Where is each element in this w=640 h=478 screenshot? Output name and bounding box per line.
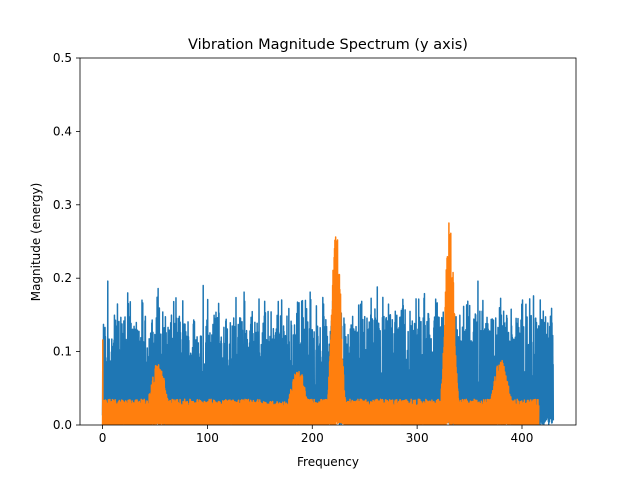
x-tick-label: 100 — [196, 431, 219, 445]
y-tick-label: 0.1 — [53, 345, 72, 359]
axes-spines — [79, 57, 577, 426]
axes-frame — [79, 57, 577, 426]
y-tick-label: 0.2 — [53, 271, 72, 285]
y-tick-label: 0.3 — [53, 198, 72, 212]
chart-title: Vibration Magnitude Spectrum (y axis) — [188, 37, 468, 53]
y-tick-label: 0.5 — [53, 51, 72, 65]
x-axis-ticks: 0 100 200 300 400 — [99, 425, 534, 445]
x-tick-label: 400 — [511, 431, 534, 445]
y-tick-label: 0.0 — [53, 418, 72, 432]
x-tick-label: 0 — [99, 431, 107, 445]
y-axis-ticks: 0.0 0.1 0.2 0.3 0.4 0.5 — [53, 51, 80, 432]
plot-series — [101, 222, 555, 425]
x-tick-label: 200 — [301, 431, 324, 445]
series-orange-line — [101, 222, 540, 425]
x-axis-label: Frequency — [297, 455, 359, 469]
y-axis-label: Magnitude (energy) — [29, 183, 43, 302]
x-tick-label: 300 — [406, 431, 429, 445]
y-tick-label: 0.4 — [53, 124, 72, 138]
